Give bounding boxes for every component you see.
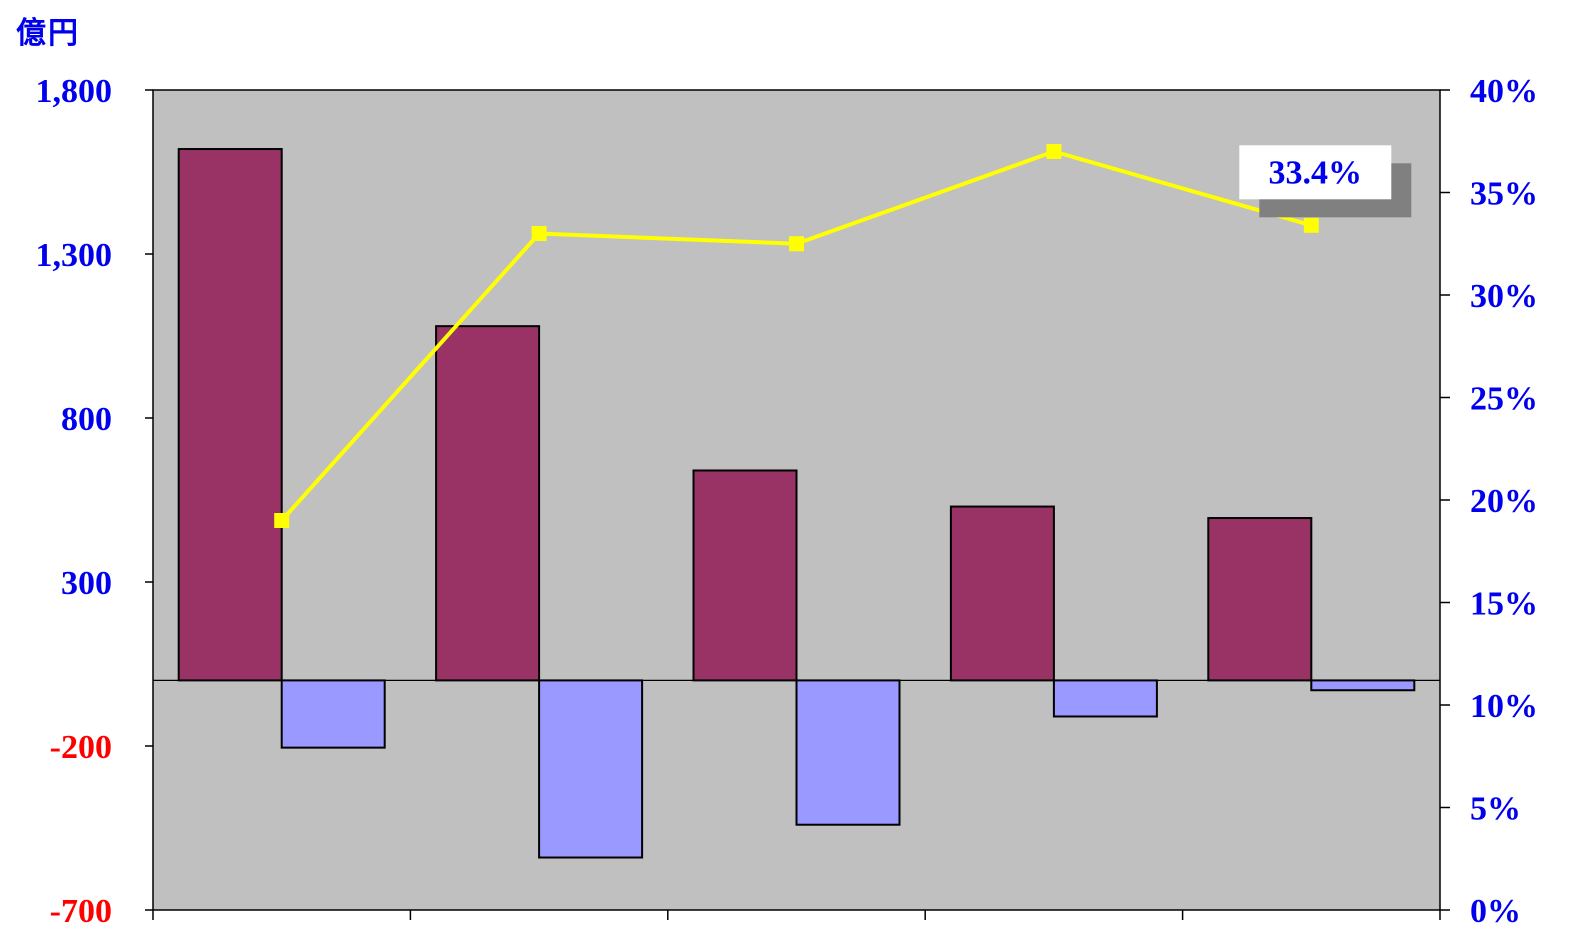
left-axis-unit-label: 億円 bbox=[16, 16, 80, 51]
line-marker bbox=[274, 513, 290, 528]
right-axis-tick-label: 0% bbox=[1470, 893, 1521, 926]
right-axis-tick-label: 10% bbox=[1470, 688, 1538, 725]
bar-series-2 bbox=[795, 679, 901, 826]
right-axis-tick-label: 5% bbox=[1470, 791, 1521, 828]
line-marker bbox=[531, 226, 547, 241]
bar-series-2 bbox=[1310, 679, 1416, 692]
bar-series-1 bbox=[1207, 517, 1313, 682]
bar-series-2 bbox=[538, 679, 644, 859]
line-marker bbox=[1303, 217, 1319, 233]
bar-series-2 bbox=[1052, 679, 1158, 718]
bar-series-1 bbox=[177, 148, 283, 682]
line-marker bbox=[789, 236, 804, 252]
bar-series-1 bbox=[949, 505, 1055, 682]
left-axis-tick-label: -700 bbox=[50, 893, 112, 926]
left-axis-tick-label: -200 bbox=[50, 729, 112, 766]
callout-box bbox=[1239, 145, 1392, 200]
right-axis-tick-label: 35% bbox=[1470, 176, 1538, 213]
bar-series-1 bbox=[435, 325, 541, 682]
callout-label: 33.4% bbox=[1269, 154, 1363, 191]
left-axis-tick-label: 1,800 bbox=[36, 73, 113, 110]
bar-series-2 bbox=[280, 679, 386, 749]
right-axis-tick-label: 20% bbox=[1470, 483, 1538, 520]
left-axis-tick-label: 300 bbox=[61, 565, 112, 602]
right-axis-tick-label: 40% bbox=[1470, 73, 1538, 110]
line-marker bbox=[1046, 144, 1062, 159]
left-axis-tick-label: 800 bbox=[61, 401, 112, 438]
right-axis-tick-label: 25% bbox=[1470, 381, 1538, 418]
right-axis-tick-label: 30% bbox=[1470, 278, 1538, 315]
left-axis-tick-label: 1,300 bbox=[36, 237, 113, 274]
bar-series-1 bbox=[692, 469, 798, 682]
right-axis-tick-label: 15% bbox=[1470, 586, 1538, 623]
